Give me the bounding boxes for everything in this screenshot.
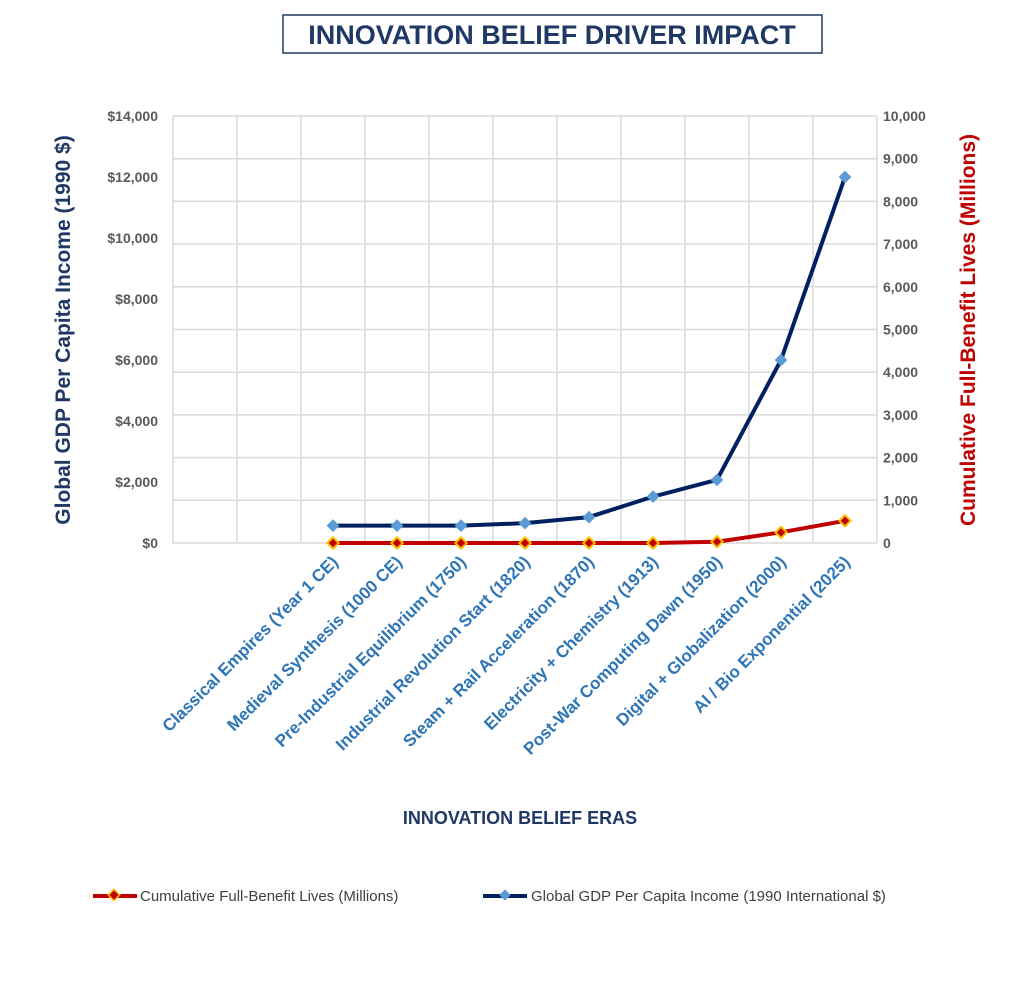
data-point-marker bbox=[518, 516, 532, 530]
legend: Cumulative Full-Benefit Lives (Millions)… bbox=[93, 888, 886, 905]
y-tick-label: $2,000 bbox=[115, 474, 158, 490]
series-line-1 bbox=[333, 176, 847, 528]
category-labels: Classical Empires (Year 1 CE)Medieval Sy… bbox=[159, 552, 854, 758]
data-point-marker bbox=[645, 535, 661, 551]
data-point-marker bbox=[453, 535, 469, 551]
y2-tick-label: 7,000 bbox=[883, 236, 918, 252]
axis-ticks: 0 1,000 2,000 3,000 4,000 5,000 6,000 7,000 8,00… bbox=[107, 108, 926, 551]
data-point-marker bbox=[582, 510, 596, 524]
y2-tick-label: 4,000 bbox=[883, 364, 918, 380]
legend-label-gdp: Global GDP Per Capita Income (1990 Inter… bbox=[531, 888, 886, 905]
y2-tick-label: 2,000 bbox=[883, 450, 918, 466]
data-point-marker bbox=[517, 535, 533, 551]
chart-title: INNOVATION BELIEF DRIVER IMPACT bbox=[308, 20, 796, 50]
y2-tick-label: 5,000 bbox=[883, 322, 918, 338]
legend-label-lives: Cumulative Full-Benefit Lives (Millions) bbox=[140, 888, 398, 905]
y-tick-label: $10,000 bbox=[107, 230, 158, 246]
data-point-marker bbox=[838, 170, 852, 184]
y2-tick-label: 10,000 bbox=[883, 108, 926, 124]
data-point-marker bbox=[326, 519, 340, 532]
data-point-marker bbox=[581, 535, 597, 551]
legend-marker-lives bbox=[107, 888, 121, 902]
y2-tick-label: 6,000 bbox=[883, 279, 918, 295]
y-tick-label: $0 bbox=[142, 535, 158, 551]
y-axis-label: Global GDP Per Capita Income (1990 $) bbox=[52, 135, 75, 524]
data-point-marker bbox=[646, 490, 660, 504]
data-point-marker bbox=[325, 535, 341, 551]
y2-tick-label: 1,000 bbox=[883, 492, 918, 508]
y2-tick-label: 9,000 bbox=[883, 151, 918, 167]
y-tick-label: $12,000 bbox=[107, 169, 158, 185]
data-point-marker bbox=[837, 513, 853, 528]
data-point-marker bbox=[709, 534, 725, 549]
y-tick-label: $14,000 bbox=[107, 108, 158, 124]
data-point-marker bbox=[389, 535, 405, 551]
data-point-marker bbox=[773, 525, 789, 540]
y-tick-label: $4,000 bbox=[115, 413, 158, 429]
x-axis-label: INNOVATION BELIEF ERAS bbox=[403, 808, 637, 828]
y2-tick-label: 3,000 bbox=[883, 407, 918, 423]
y2-tick-label: 0 bbox=[883, 535, 891, 551]
y-tick-label: $6,000 bbox=[115, 352, 158, 368]
y2-axis-label: Cumulative Full-Benefit Lives (Millions) bbox=[957, 134, 980, 526]
title-box bbox=[282, 14, 823, 54]
data-point-marker bbox=[454, 519, 468, 532]
gridlines bbox=[172, 115, 878, 544]
data-point-marker bbox=[390, 519, 404, 532]
series-lines bbox=[325, 170, 853, 551]
y2-tick-label: 8,000 bbox=[883, 193, 918, 209]
y-tick-label: $8,000 bbox=[115, 291, 158, 307]
legend-marker-gdp bbox=[499, 889, 511, 901]
